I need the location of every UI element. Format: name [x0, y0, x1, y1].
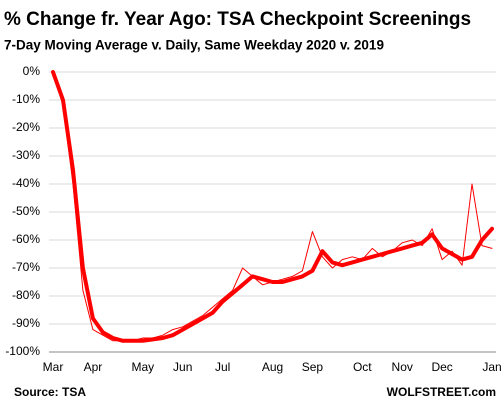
y-tick-label: -100%: [5, 344, 40, 358]
x-tick-label: May: [131, 360, 154, 374]
y-tick-label: -10%: [12, 92, 40, 106]
chart-title: % Change fr. Year Ago: TSA Checkpoint Sc…: [4, 9, 471, 30]
x-tick-label: Nov: [392, 360, 413, 374]
x-tick-label: Apr: [84, 360, 103, 374]
y-tick-label: -50%: [12, 204, 40, 218]
x-tick-label: Sep: [302, 360, 324, 374]
series-line: [51, 70, 494, 343]
x-tick-label: Jun: [173, 360, 192, 374]
y-tick-label: -40%: [12, 176, 40, 190]
x-tick-label: Aug: [262, 360, 283, 374]
y-tick-label: -20%: [12, 120, 40, 134]
y-tick-label: -90%: [12, 316, 40, 330]
series-line: [52, 71, 493, 342]
source: Source: TSA: [14, 385, 86, 399]
x-tick-label: Oct: [353, 360, 372, 374]
y-tick-label: -80%: [12, 288, 40, 302]
x-tick-label: Jul: [215, 360, 230, 374]
y-tick-label: 0%: [23, 64, 41, 78]
chart-subtitle: 7-Day Moving Average v. Daily, Same Week…: [4, 38, 384, 53]
y-tick-label: -70%: [12, 260, 40, 274]
x-tick-label: Mar: [43, 360, 64, 374]
x-tick-label: Jan: [482, 360, 501, 374]
credit: WOLFSTREET.com: [387, 385, 496, 399]
y-tick-label: -30%: [12, 148, 40, 162]
y-tick-label: -60%: [12, 232, 40, 246]
x-tick-label: Dec: [431, 360, 452, 374]
